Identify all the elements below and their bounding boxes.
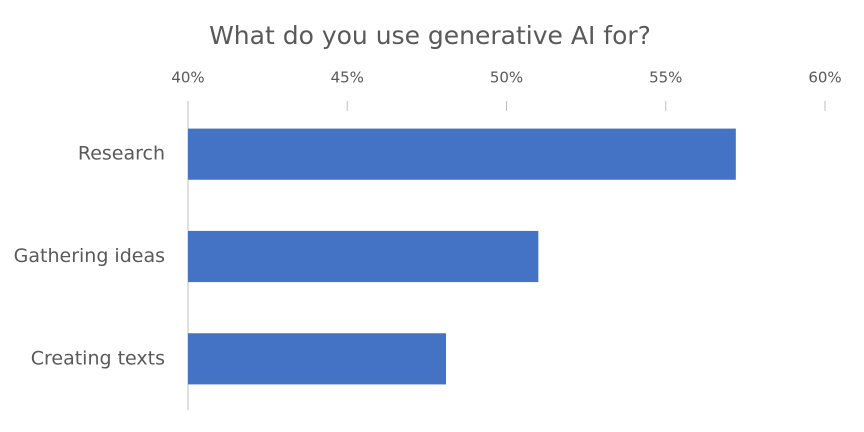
bar <box>188 128 736 180</box>
y-tick-label: Research <box>78 143 165 165</box>
x-tick-label: 50% <box>490 69 523 87</box>
bar <box>188 230 539 283</box>
chart-title: What do you use generative AI for? <box>209 21 651 50</box>
x-tick-label: 45% <box>331 69 364 87</box>
bar <box>188 333 446 385</box>
x-tick-label: 60% <box>808 69 841 87</box>
y-tick-label: Creating texts <box>31 347 165 369</box>
x-tick-label: 55% <box>649 69 682 87</box>
y-tick-label: Gathering ideas <box>14 245 165 267</box>
x-tick-label: 40% <box>171 69 204 87</box>
